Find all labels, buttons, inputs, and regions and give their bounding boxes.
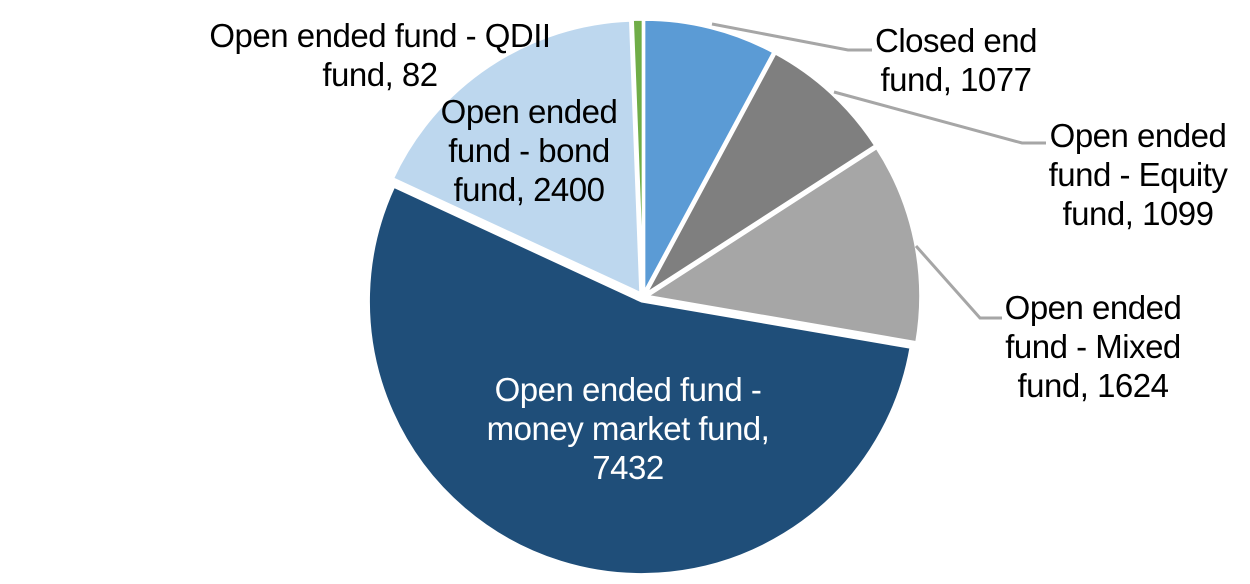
label-line: fund, 1099	[1062, 195, 1214, 232]
pie-slice-bond-fund	[391, 19, 642, 295]
label-line: Closed end	[875, 22, 1037, 59]
label-line: money market fund,	[486, 410, 770, 447]
pie-slice-closed-end-fund	[642, 18, 775, 294]
label-line: fund, 2400	[453, 171, 605, 208]
label-line: 7432	[592, 449, 664, 486]
label-line: fund - Equity	[1048, 156, 1228, 193]
leader-line-equity-fund	[833, 90, 1046, 145]
leader-line-mixed-fund	[914, 245, 1002, 320]
label-closed-end-fund: Closed end fund, 1077	[875, 21, 1037, 99]
label-bond-fund: Open ended fund - bond fund, 2400	[441, 92, 618, 209]
label-line: Open ended	[440, 93, 618, 130]
label-line: Open ended	[1049, 117, 1227, 154]
pie-slice-equity-fund	[644, 52, 877, 295]
label-equity-fund: Open ended fund - Equity fund, 1099	[1049, 116, 1228, 233]
label-mixed-fund: Open ended fund - Mixed fund, 1624	[1005, 288, 1182, 405]
label-line: fund, 82	[322, 56, 438, 93]
leader-lines-group	[711, 22, 1046, 320]
label-line: Open ended fund -	[494, 371, 762, 408]
pie-slice-qdii-fund	[631, 18, 645, 294]
label-qdii-fund: Open ended fund - QDII fund, 82	[209, 16, 551, 94]
pie-slice-money-market-fund	[367, 185, 912, 576]
label-money-market-fund: Open ended fund - money market fund, 743…	[487, 370, 770, 487]
label-line: fund - Mixed	[1005, 328, 1181, 365]
pie-slices-group	[367, 18, 922, 576]
label-line: fund, 1624	[1017, 367, 1169, 404]
label-line: Open ended	[1004, 289, 1182, 326]
label-line: fund - bond	[448, 132, 610, 169]
leader-line-closed-end-fund	[711, 22, 872, 52]
pie-slice-mixed-fund	[646, 146, 922, 344]
label-line: Open ended fund - QDII	[209, 17, 551, 54]
label-line: fund, 1077	[880, 61, 1032, 98]
